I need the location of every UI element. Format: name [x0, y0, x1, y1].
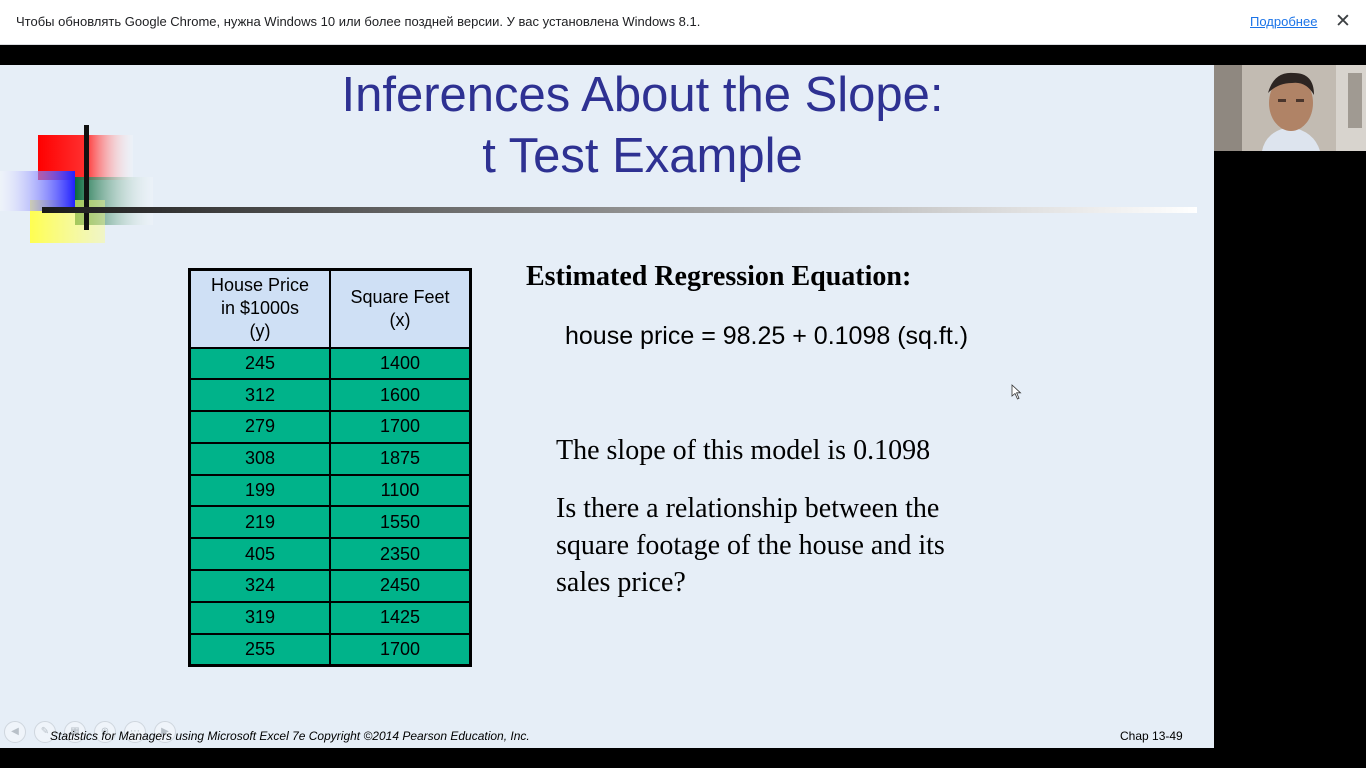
header-house-price: House Price in $1000s (y) [188, 268, 331, 349]
more-options-icon[interactable]: ⋯ [124, 721, 146, 743]
table-row: 324 2450 [188, 569, 472, 603]
price-cell: 405 [188, 537, 331, 572]
sqft-cell: 1550 [329, 505, 472, 540]
price-cell: 324 [188, 569, 331, 603]
table-row: 199 1100 [188, 473, 472, 508]
slide-title-line-2: t Test Example [482, 129, 803, 183]
table-row: 245 1400 [188, 346, 472, 381]
title-divider [42, 207, 1197, 213]
table-row: 279 1700 [188, 410, 472, 444]
slope-statement: The slope of this model is 0.1098 [556, 435, 931, 466]
equation-heading: Estimated Regression Equation: [526, 261, 912, 292]
update-infobar: Чтобы обновлять Google Chrome, нужна Win… [0, 0, 1366, 45]
presenter-video-icon [1214, 65, 1366, 151]
price-cell: 308 [188, 441, 331, 476]
table-row: 308 1875 [188, 441, 472, 476]
pen-icon[interactable]: ✎ [34, 721, 56, 743]
slides-icon[interactable]: ▦ [64, 721, 86, 743]
infobar-message: Чтобы обновлять Google Chrome, нужна Win… [16, 14, 701, 29]
house-data-table: House Price in $1000s (y) Square Feet (x… [188, 268, 472, 667]
presentation-slide: Inferences About the Slope: t Test Examp… [0, 65, 1214, 748]
mouse-cursor-icon [1011, 384, 1022, 400]
table-row: 255 1700 [188, 632, 472, 667]
sqft-cell: 1875 [329, 441, 472, 476]
next-slide-icon[interactable]: ▶ [154, 721, 176, 743]
slide-number: Chap 13-49 [1120, 729, 1183, 743]
table-row: 312 1600 [188, 378, 472, 413]
sqft-cell: 2450 [329, 569, 472, 603]
price-cell: 279 [188, 410, 331, 444]
price-cell: 255 [188, 632, 331, 667]
slide-title: Inferences About the Slope: t Test Examp… [240, 65, 1045, 187]
header-square-feet: Square Feet (x) [329, 268, 472, 349]
price-cell: 312 [188, 378, 331, 413]
price-cell: 219 [188, 505, 331, 540]
infobar-more-link[interactable]: Подробнее [1250, 14, 1318, 29]
close-icon[interactable]: ✕ [1335, 10, 1351, 32]
sqft-cell: 1400 [329, 346, 472, 381]
sqft-cell: 1600 [329, 378, 472, 413]
prev-slide-icon[interactable]: ◀ [4, 721, 26, 743]
table-row: 319 1425 [188, 600, 472, 635]
slide-nav-controls: ◀ ✎ ▦ ⊕ ⋯ ▶ [4, 721, 176, 745]
relationship-question: Is there a relationship between the squa… [556, 493, 945, 598]
decorative-squares-graphic [0, 125, 153, 243]
slide-title-line-1: Inferences About the Slope: [341, 68, 944, 122]
price-cell: 319 [188, 600, 331, 635]
sqft-cell: 1700 [329, 632, 472, 667]
sqft-cell: 2350 [329, 537, 472, 572]
sqft-cell: 1100 [329, 473, 472, 508]
sqft-cell: 1425 [329, 600, 472, 635]
price-cell: 199 [188, 473, 331, 508]
slide-footer: Statistics for Managers using Microsoft … [50, 729, 530, 743]
table-row: 405 2350 [188, 537, 472, 572]
price-cell: 245 [188, 346, 331, 381]
table-row: 219 1550 [188, 505, 472, 540]
regression-equation: house price = 98.25 + 0.1098 (sq.ft.) [565, 322, 969, 350]
webcam-video [1214, 65, 1366, 151]
sqft-cell: 1700 [329, 410, 472, 444]
zoom-icon[interactable]: ⊕ [94, 721, 116, 743]
